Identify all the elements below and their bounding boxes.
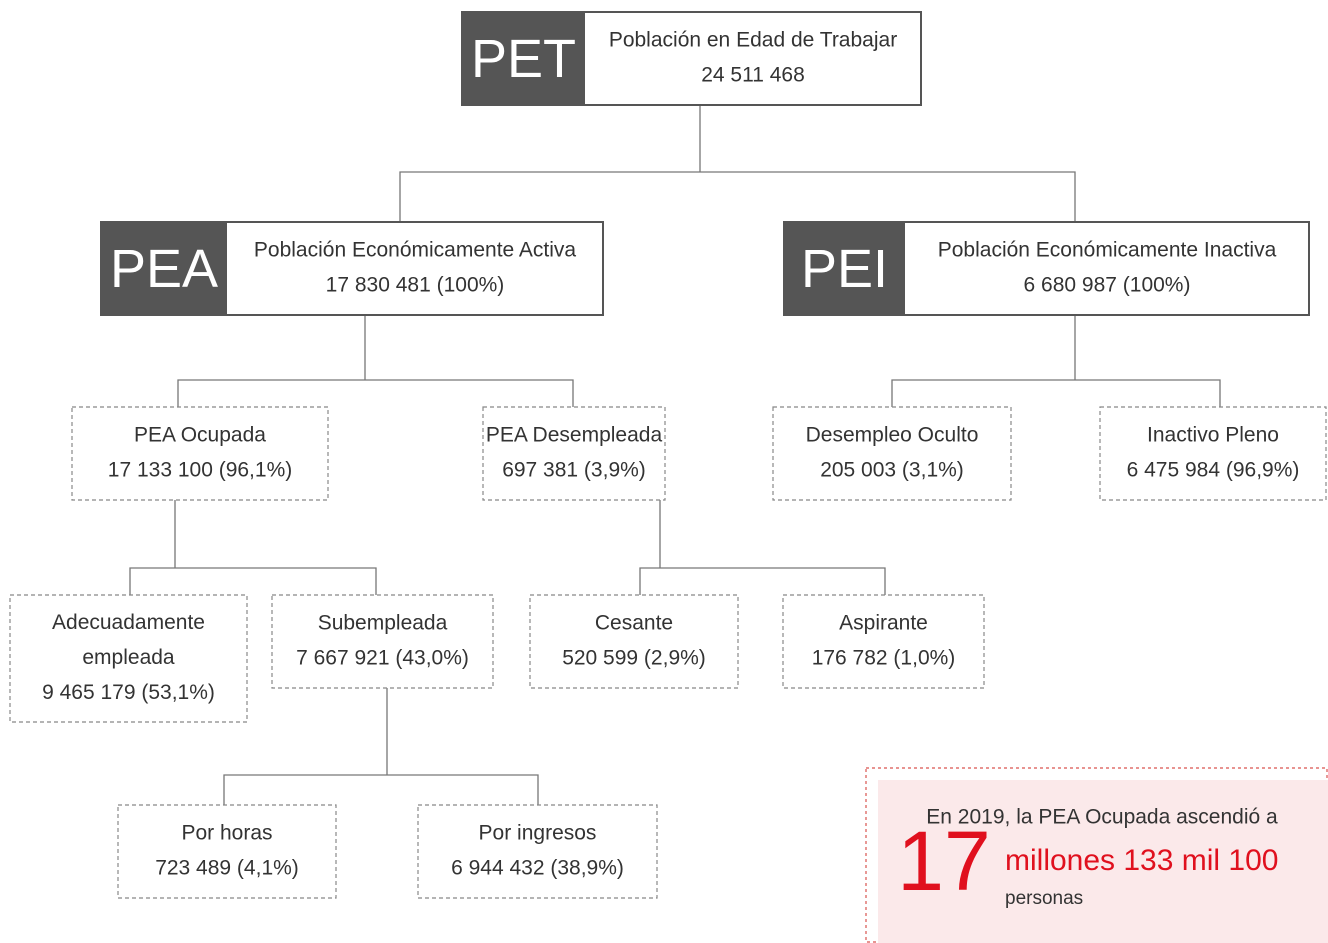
node-line: 6 475 984 (96,9%) <box>1127 459 1300 482</box>
node-box <box>482 406 666 501</box>
node-line: PEA Ocupada <box>134 424 266 447</box>
callout-fill <box>878 780 1328 943</box>
node-box <box>1099 406 1327 501</box>
node-abbr: PEA <box>110 239 218 299</box>
node-abbr-box <box>784 222 905 315</box>
node-line: Población Económicamente Inactiva <box>938 239 1277 262</box>
node-box <box>71 406 329 501</box>
node-line: Subempleada <box>318 612 448 635</box>
node-line: Por horas <box>181 822 272 845</box>
node-line: 6 680 987 (100%) <box>1024 274 1191 297</box>
node-line: 176 782 (1,0%) <box>812 647 956 670</box>
callout: En 2019, la PEA Ocupada ascendió a 17 mi… <box>865 767 1328 943</box>
node-abbr: PET <box>471 29 576 89</box>
node-line: 723 489 (4,1%) <box>155 857 299 880</box>
node-line: 520 599 (2,9%) <box>562 647 706 670</box>
node-line: Cesante <box>595 612 673 635</box>
node-box <box>529 594 739 689</box>
node-line: 7 667 921 (43,0%) <box>296 647 469 670</box>
connectors <box>129 105 1221 805</box>
node-line: empleada <box>82 646 175 669</box>
node-abbr-box <box>462 12 585 105</box>
node-abbr-box <box>101 222 227 315</box>
node-line: 205 003 (3,1%) <box>820 459 964 482</box>
node-line: Población Económicamente Activa <box>254 239 576 262</box>
node-line: 24 511 468 <box>701 64 805 87</box>
node-box <box>417 804 658 899</box>
node-box <box>271 594 494 689</box>
node-line: Desempleo Oculto <box>806 424 979 447</box>
node-line: 17 830 481 (100%) <box>326 274 505 297</box>
callout-unit: millones 133 mil 100 <box>1005 844 1278 877</box>
node-line: PEA Desempleada <box>486 424 663 447</box>
node-line: 17 133 100 (96,1%) <box>108 459 292 482</box>
node-line: Población en Edad de Trabajar <box>609 29 897 52</box>
callout-note: personas <box>1005 888 1083 909</box>
node-abbr: PEI <box>801 239 888 299</box>
node-box <box>772 406 1012 501</box>
node-line: Aspirante <box>839 612 928 635</box>
node-box <box>782 594 985 689</box>
node-line: 9 465 179 (53,1%) <box>42 681 215 704</box>
node-box <box>9 594 248 723</box>
node-line: Por ingresos <box>479 822 597 845</box>
node-line: 6 944 432 (38,9%) <box>451 857 624 880</box>
callout-number: 17 <box>897 814 990 908</box>
node-line: Inactivo Pleno <box>1147 424 1279 447</box>
node-box <box>117 804 337 899</box>
callout-text: En 2019, la PEA Ocupada ascendió a <box>926 806 1278 829</box>
node-line: 697 381 (3,9%) <box>502 459 646 482</box>
node-line: Adecuadamente <box>52 611 205 634</box>
